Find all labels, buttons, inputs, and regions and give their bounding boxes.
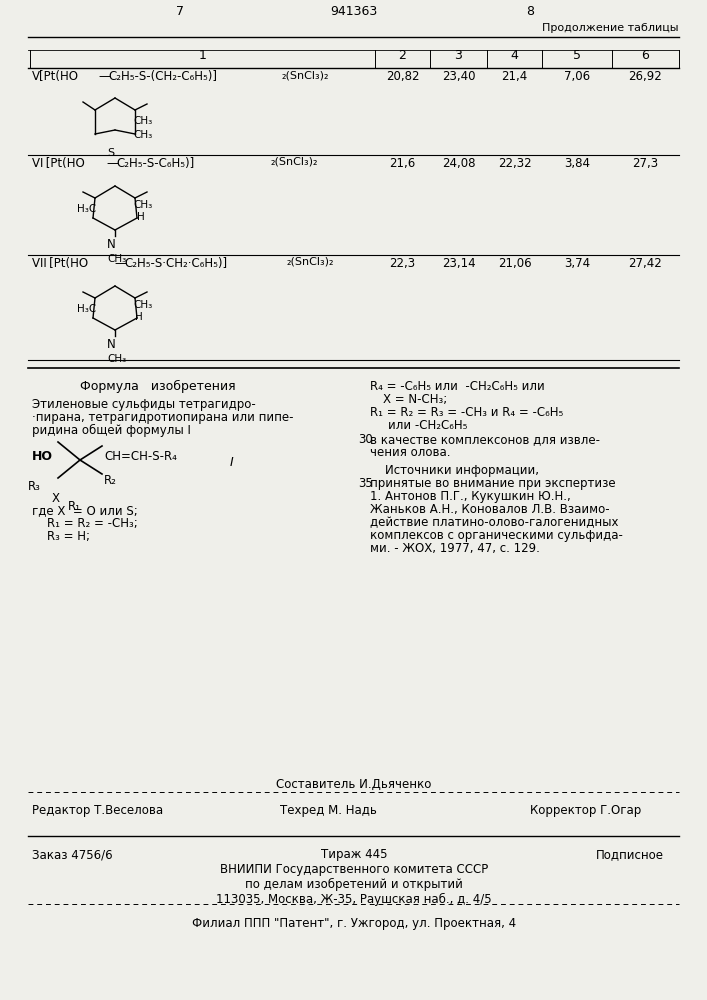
Text: 21,4: 21,4 [501,70,527,83]
Text: CH₃: CH₃ [133,130,152,140]
Text: комплексов с органическими сульфида-: комплексов с органическими сульфида- [370,529,623,542]
Text: 23,14: 23,14 [442,257,475,270]
Text: Заказ 4756/6: Заказ 4756/6 [32,848,112,861]
Text: 23,40: 23,40 [442,70,475,83]
Text: 21,06: 21,06 [498,257,532,270]
Text: 3,84: 3,84 [564,157,590,170]
Text: ридина общей формулы I: ридина общей формулы I [32,424,191,437]
Text: 35: 35 [358,477,373,490]
Text: VII [Pt(HO: VII [Pt(HO [32,257,88,270]
Text: Редактор Т.Веселова: Редактор Т.Веселова [32,804,163,817]
Text: ₂(SnCl₃)₂: ₂(SnCl₃)₂ [287,257,334,267]
Text: 21,6: 21,6 [390,157,416,170]
Text: 3,74: 3,74 [564,257,590,270]
Text: Техред М. Надь: Техред М. Надь [280,804,377,817]
Text: X = N-CH₃;: X = N-CH₃; [383,393,448,406]
Text: CH₃: CH₃ [107,254,127,264]
Text: R₁: R₁ [68,500,81,513]
Text: 4: 4 [510,49,518,62]
Text: 2: 2 [399,49,407,62]
Text: —: — [106,157,118,170]
Text: 30: 30 [358,433,373,446]
Text: Филиал ППП "Патент", г. Ужгород, ул. Проектная, 4: Филиал ППП "Патент", г. Ужгород, ул. Про… [192,917,516,930]
Text: H₃C: H₃C [77,304,96,314]
Text: R₃ = H;: R₃ = H; [32,530,90,543]
Text: 8: 8 [526,5,534,18]
Text: C₂H₅-S·CH₂·C₆H₅)]: C₂H₅-S·CH₂·C₆H₅)] [124,257,227,270]
Text: N: N [107,338,115,351]
Text: Этиленовые сульфиды тетрагидро-: Этиленовые сульфиды тетрагидро- [32,398,256,411]
Text: Тираж 445: Тираж 445 [321,848,387,861]
Text: CH₃: CH₃ [133,300,152,310]
Text: HO: HO [32,450,53,463]
Text: Жаньков А.Н., Коновалов Л.В. Взаимо-: Жаньков А.Н., Коновалов Л.В. Взаимо- [370,503,609,516]
Text: —: — [98,70,110,83]
Text: Формула   изобретения: Формула изобретения [80,380,236,393]
Text: X: X [52,492,60,505]
Text: ·пирана, тетрагидротиопирана или пипе-: ·пирана, тетрагидротиопирана или пипе- [32,411,293,424]
Text: 7,06: 7,06 [564,70,590,83]
Text: 6: 6 [641,49,650,62]
Text: N: N [107,238,115,251]
Text: H: H [137,212,145,222]
Text: 1: 1 [199,49,206,62]
Text: ВНИИПИ Государственного комитета СССР: ВНИИПИ Государственного комитета СССР [220,863,488,876]
Text: 27,3: 27,3 [633,157,658,170]
Text: 22,3: 22,3 [390,257,416,270]
Text: ми. - ЖОХ, 1977, 47, с. 129.: ми. - ЖОХ, 1977, 47, с. 129. [370,542,540,555]
Text: C₂H₅-S-(CH₂-C₆H₅)]: C₂H₅-S-(CH₂-C₆H₅)] [108,70,217,83]
Text: 24,08: 24,08 [442,157,475,170]
Text: R₁ = R₂ = -CH₃;: R₁ = R₂ = -CH₃; [32,517,138,530]
Text: R₁ = R₂ = R₃ = -CH₃ и R₄ = -C₆H₅: R₁ = R₂ = R₃ = -CH₃ и R₄ = -C₆H₅ [370,406,563,419]
Text: 7: 7 [176,5,184,18]
Text: R₄ = -C₆H₅ или  -CH₂C₆H₅ или: R₄ = -C₆H₅ или -CH₂C₆H₅ или [370,380,545,393]
Text: 26,92: 26,92 [629,70,662,83]
Text: R₃: R₃ [28,480,41,493]
Text: 3: 3 [455,49,462,62]
Text: 22,32: 22,32 [498,157,532,170]
Text: Корректор Г.Огар: Корректор Г.Огар [530,804,641,817]
Text: V[Pt(HO: V[Pt(HO [32,70,79,83]
Text: 1. Антонов П.Г., Кукушкин Ю.Н.,: 1. Антонов П.Г., Кукушкин Ю.Н., [370,490,571,503]
Text: CH=CH-S-R₄: CH=CH-S-R₄ [104,450,177,463]
Text: R₂: R₂ [104,474,117,487]
Text: или -CH₂C₆H₅: или -CH₂C₆H₅ [388,419,467,432]
Text: S: S [107,148,115,158]
Text: ₂(SnCl₃)₂: ₂(SnCl₃)₂ [271,157,318,167]
Text: C₂H₅-S-C₆H₅)]: C₂H₅-S-C₆H₅)] [116,157,194,170]
Text: I: I [230,456,234,469]
Text: Источники информации,: Источники информации, [370,464,539,477]
Text: принятые во внимание при экспертизе: принятые во внимание при экспертизе [370,477,616,490]
Text: Подписное: Подписное [596,848,664,861]
Text: Продолжение таблицы: Продолжение таблицы [542,23,679,33]
Text: в качестве комплексонов для извле-: в качестве комплексонов для извле- [370,433,600,446]
Text: VI [Pt(HO: VI [Pt(HO [32,157,85,170]
Text: 941363: 941363 [330,5,378,18]
Text: 113035, Москва, Ж-35, Раушская наб., д. 4/5: 113035, Москва, Ж-35, Раушская наб., д. … [216,893,492,906]
Text: H: H [135,312,143,322]
Text: ₂(SnCl₃)₂: ₂(SnCl₃)₂ [282,70,329,80]
Text: CH₃: CH₃ [133,200,152,210]
Text: чения олова.: чения олова. [370,446,450,459]
Text: где X  = O или S;: где X = O или S; [32,504,138,517]
Text: CH₃: CH₃ [133,116,152,126]
Text: по делам изобретений и открытий: по делам изобретений и открытий [245,878,463,891]
Text: 20,82: 20,82 [386,70,419,83]
Text: H₃C: H₃C [77,204,96,214]
Text: Составитель И.Дьяченко: Составитель И.Дьяченко [276,778,432,791]
Text: CH₃: CH₃ [107,354,127,364]
Text: 5: 5 [573,49,581,62]
Text: 27,42: 27,42 [629,257,662,270]
Text: —: — [114,257,126,270]
Text: действие платино-олово-галогенидных: действие платино-олово-галогенидных [370,516,619,529]
